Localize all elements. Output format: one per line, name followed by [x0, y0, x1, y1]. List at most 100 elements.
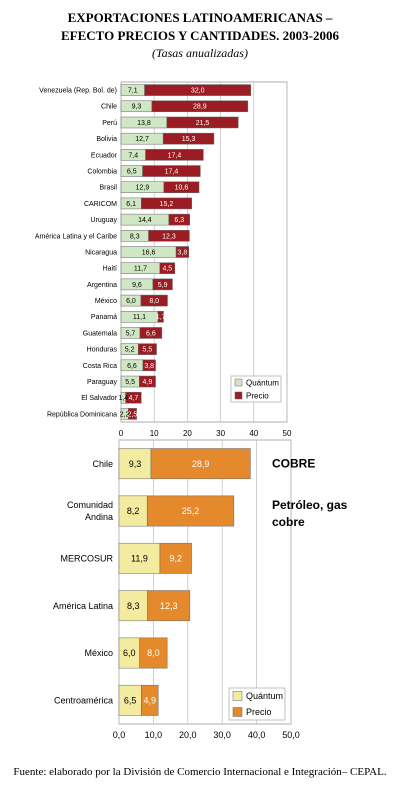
- data-label-quantum: 9,3: [129, 459, 142, 469]
- data-label-precio: 4,7: [129, 395, 139, 402]
- data-label-precio: 15,2: [160, 201, 174, 208]
- data-label-quantum: 2,2: [120, 411, 130, 418]
- data-label-quantum: 5,5: [125, 379, 135, 386]
- data-label-quantum: 7,4: [128, 152, 138, 159]
- data-label-quantum: 8,3: [127, 601, 140, 611]
- bar-precio: [139, 637, 168, 669]
- bar-precio: [147, 590, 191, 622]
- category-label: Paraguay: [87, 379, 117, 386]
- bar-precio: [145, 149, 204, 161]
- legend-label: Quántum: [246, 691, 283, 701]
- x-tick-label: 10: [150, 429, 159, 438]
- data-label-quantum: 1,4: [118, 395, 128, 402]
- bar-precio: [159, 262, 176, 274]
- data-label-quantum: 5,7: [126, 330, 136, 337]
- chart-subtitle: (Tasas anualizadas): [152, 46, 248, 60]
- bar-precio: [159, 542, 192, 574]
- data-label-precio: 8,0: [149, 298, 159, 305]
- legend-swatch: [232, 707, 243, 717]
- category-label: Bolivia: [96, 136, 117, 143]
- data-label-precio: 9,2: [170, 553, 183, 563]
- annotation-label: COBRE: [272, 457, 315, 471]
- legend-label: Precio: [246, 391, 269, 400]
- data-label-quantum: 6,1: [126, 201, 136, 208]
- bar-precio: [138, 343, 157, 355]
- data-label-precio: 6,6: [146, 330, 156, 337]
- data-label-quantum: 7,1: [128, 88, 138, 95]
- bar-precio: [152, 278, 173, 291]
- bar-precio: [157, 311, 164, 323]
- bar-precio: [168, 213, 190, 226]
- category-label: Brasil: [99, 185, 117, 192]
- data-label-quantum: 12,9: [136, 185, 150, 192]
- category-label: Panamá: [91, 314, 117, 321]
- category-label: Uruguay: [91, 217, 118, 224]
- bar-precio: [175, 246, 189, 258]
- data-label-precio: 12,3: [160, 601, 178, 611]
- category-label: Perú: [102, 120, 117, 127]
- bar-precio: [142, 359, 156, 372]
- data-label-quantum: 13,8: [137, 120, 151, 127]
- data-label-precio: 15,3: [182, 136, 196, 143]
- category-label: Chile: [92, 459, 113, 469]
- category-label: Ecuador: [91, 152, 118, 159]
- data-label-precio: 28,9: [193, 104, 207, 111]
- x-tick-label: 20: [183, 429, 192, 438]
- chart-title-line-1: EXPORTACIONES LATINOAMERICANAS –: [67, 10, 333, 25]
- category-label: Honduras: [87, 347, 118, 354]
- bar-precio: [125, 391, 142, 404]
- bar-precio: [141, 197, 192, 210]
- data-label-quantum: 5,2: [125, 347, 135, 354]
- legend-label: Precio: [246, 707, 272, 717]
- x-tick-label: 50: [283, 429, 292, 438]
- data-label-quantum: 12,7: [135, 136, 149, 143]
- data-label-precio: 6,3: [174, 217, 184, 224]
- data-label-quantum: 6,6: [127, 363, 137, 370]
- legend-swatch: [234, 378, 243, 387]
- x-tick-label: 40,0: [248, 730, 266, 740]
- data-label-precio: 10,6: [175, 185, 189, 192]
- chart-title-line-2: EFECTO PRECIOS Y CANTIDADES. 2003-2006: [61, 28, 339, 43]
- bar-precio: [166, 116, 239, 129]
- data-label-precio: 3,8: [144, 363, 154, 370]
- bar-precio: [140, 294, 168, 307]
- data-label-precio: 4,5: [162, 266, 172, 273]
- bar-precio: [151, 100, 249, 113]
- category-label: Comunidad: [67, 500, 113, 510]
- data-label-quantum: 6,5: [127, 168, 137, 175]
- x-tick-label: 20,0: [179, 730, 197, 740]
- data-label-precio: 25,2: [182, 506, 200, 516]
- data-label-quantum: 6,0: [123, 648, 136, 658]
- bar-precio: [139, 375, 156, 388]
- data-label-precio: 17,4: [165, 168, 179, 175]
- bar-precio: [128, 408, 137, 420]
- category-label: Chile: [101, 104, 117, 111]
- bar-precio: [141, 684, 159, 716]
- data-label-precio: 21,5: [196, 120, 210, 127]
- data-label-quantum: 14,4: [138, 217, 152, 224]
- bar-precio: [163, 181, 200, 193]
- data-label-precio: 28,9: [192, 459, 210, 469]
- data-label-quantum: 9,6: [132, 282, 142, 289]
- bar-precio: [146, 495, 235, 527]
- category-label: Haití: [103, 266, 117, 273]
- bar-precio: [142, 165, 201, 177]
- data-label-quantum: 11,7: [134, 266, 147, 273]
- legend-swatch: [232, 691, 243, 701]
- data-label-precio: 17,4: [168, 152, 182, 159]
- bar-quantum: [118, 590, 148, 622]
- category-label: México: [95, 298, 117, 305]
- category-label: Argentina: [87, 282, 117, 289]
- data-label-quantum: 8,2: [127, 506, 140, 516]
- category-label: Nicaragua: [85, 249, 117, 256]
- data-label-precio: 2,5: [128, 411, 138, 418]
- annotation-label: Petróleo, gas: [272, 498, 348, 512]
- data-label-precio: 12,3: [162, 233, 176, 240]
- category-label: República Dominicana: [47, 411, 117, 418]
- legend-swatch: [234, 391, 243, 400]
- data-label-precio: 8,0: [147, 648, 160, 658]
- category-label: Venezuela (Rep. Bol. de): [39, 88, 117, 95]
- category-label: Costa Rica: [83, 363, 117, 370]
- category-label: Andina: [85, 512, 113, 522]
